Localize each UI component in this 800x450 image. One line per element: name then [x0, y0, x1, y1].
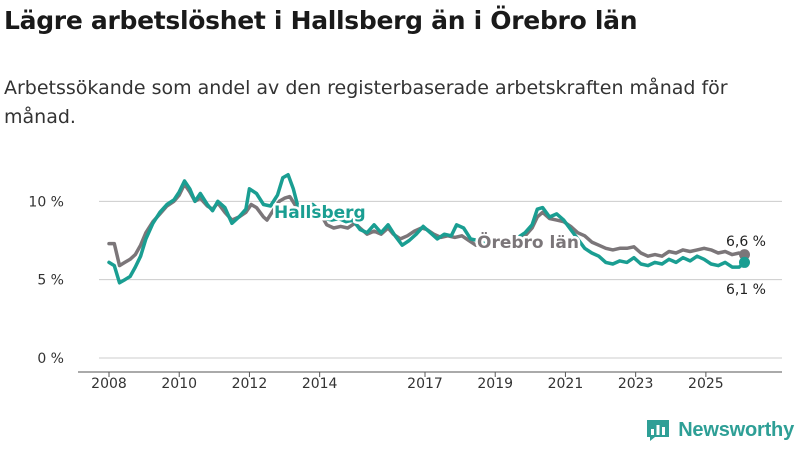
x-tick-label: 2023 [618, 376, 654, 392]
series-line-orebro [107, 182, 747, 268]
series-label-hallsberg: Hallsberg [274, 203, 366, 223]
x-axis: 2008 2010 2012 2014 2017 2019 2021 2023 2025 [78, 371, 782, 392]
series-layer [107, 172, 750, 285]
grid-layer: 0 % 5 % 10 % [28, 194, 782, 367]
x-tick-label: 2025 [688, 376, 724, 392]
end-marker-hallsberg [738, 256, 750, 268]
brand-logo[interactable]: Newsworthy [645, 417, 794, 443]
x-tick-label: 2019 [477, 376, 513, 392]
chart-title: Lägre arbetslöshet i Hallsberg än i Öreb… [4, 6, 638, 35]
x-tick-label: 2010 [161, 376, 197, 392]
end-value-label-orebro: 6,6 % [726, 234, 766, 250]
y-tick-label: 0 % [37, 351, 64, 367]
y-tick-label: 5 % [37, 273, 64, 289]
x-tick-label: 2017 [407, 376, 443, 392]
end-marker-orebro [738, 249, 750, 261]
chart-subtitle: Arbetssökande som andel av den registerb… [4, 77, 728, 128]
y-tick-label: 10 % [28, 194, 64, 210]
label-layer: Örebro län 6,6 % Hallsberg 6,1 % [272, 201, 767, 299]
series-label-orebro: Örebro län [477, 231, 579, 253]
x-tick-label: 2021 [548, 376, 584, 392]
x-tick-label: 2014 [302, 376, 338, 392]
brand-name: Newsworthy [678, 418, 794, 441]
bar-chart-logo-icon [647, 420, 670, 441]
series-line-hallsberg [107, 172, 747, 285]
x-tick-label: 2012 [232, 376, 268, 392]
end-value-label-hallsberg: 6,1 % [726, 282, 766, 298]
x-tick-label: 2008 [91, 376, 127, 392]
